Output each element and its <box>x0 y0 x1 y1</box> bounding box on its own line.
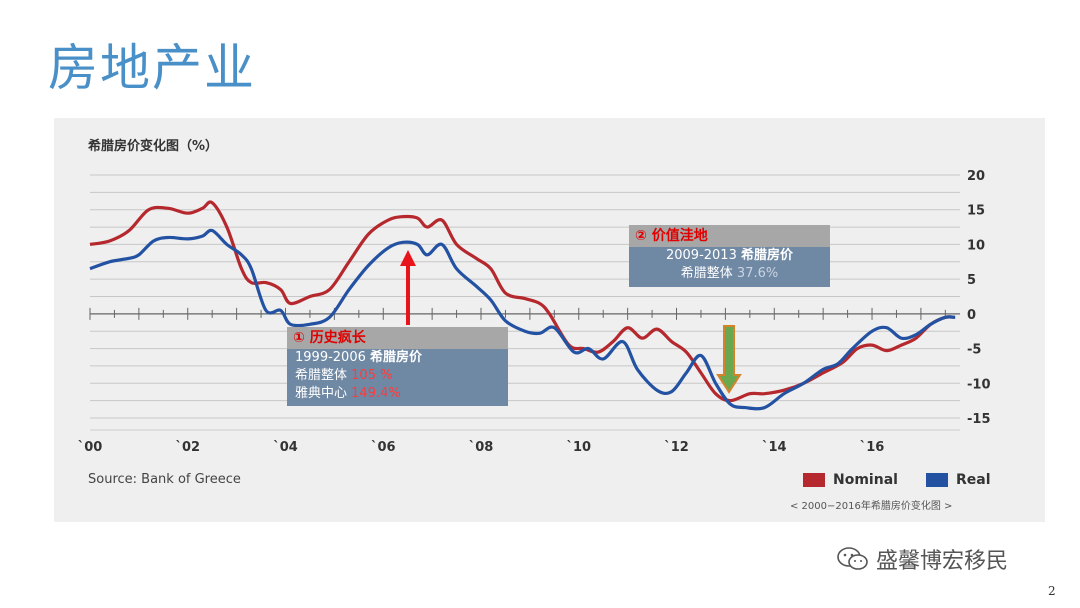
x-tick-label: `04 <box>273 440 298 455</box>
annotation-years: 2009-2013 <box>665 248 737 263</box>
annotation-row: 希腊整体 37.6% <box>629 265 830 283</box>
up-arrow-shaft <box>406 263 410 325</box>
x-tick-label: `12 <box>664 440 689 455</box>
legend-swatch-real <box>926 473 948 487</box>
annotation-title-text: 希腊房价 <box>370 350 423 365</box>
watermark: 盛馨博宏移民 <box>836 543 1008 575</box>
annotation-title-line: 2009-2013 希腊房价 <box>629 247 830 265</box>
x-tick-label: `00 <box>78 440 103 455</box>
down-arrow <box>716 325 742 394</box>
chart-panel <box>54 118 1045 522</box>
row-value: 37.6% <box>736 266 779 281</box>
x-tick-label: `10 <box>566 440 591 455</box>
x-tick-label: `16 <box>860 440 885 455</box>
row-value: 105 % <box>351 368 393 383</box>
wechat-icon <box>837 547 868 570</box>
legend-item-nominal: Nominal <box>803 472 898 488</box>
x-tick-label: `06 <box>371 440 396 455</box>
y-tick-label: -10 <box>967 377 991 392</box>
chart-title: 希腊房价变化图（%） <box>88 139 219 154</box>
y-tick-label: -5 <box>967 343 981 358</box>
annotation-value-depression: ② 价值洼地 2009-2013 希腊房价 希腊整体 37.6% <box>629 225 830 287</box>
annotation-history-surge: ① 历史疯长 1999-2006 希腊房价 希腊整体 105 % 雅典中心 14… <box>287 327 508 406</box>
annotation-row: 希腊整体 105 % <box>287 367 508 385</box>
y-tick-label: 5 <box>967 273 976 288</box>
y-tick-label: 15 <box>967 204 985 219</box>
watermark-text: 盛馨博宏移民 <box>876 549 1009 574</box>
y-tick-label: -15 <box>967 412 991 427</box>
x-axis: `00 `02 `04 `06 `08 `10 `12 `14 `16 <box>78 307 960 455</box>
series-lines <box>89 200 956 411</box>
legend-label: Nominal <box>833 472 898 488</box>
annotation-title-text: 希腊房价 <box>740 248 793 263</box>
up-arrow-head <box>400 250 416 266</box>
y-tick-label: 0 <box>967 308 976 323</box>
legend-item-real: Real <box>926 472 991 488</box>
x-tick-label: `14 <box>762 440 787 455</box>
annotation-years: 1999-2006 <box>295 350 366 365</box>
row-label: 希腊整体 <box>680 266 733 281</box>
annotation-title-line: 1999-2006 希腊房价 <box>287 349 508 367</box>
y-tick-label: 10 <box>967 238 985 253</box>
row-value: 149.4% <box>351 386 401 401</box>
annotation-row: 雅典中心 149.4% <box>287 385 508 403</box>
row-label: 雅典中心 <box>295 386 348 401</box>
page-number: 2 <box>1048 584 1056 598</box>
legend-label: Real <box>956 472 991 488</box>
legend-swatch-nominal <box>803 473 825 487</box>
series-line-nominal <box>89 200 956 403</box>
row-label: 希腊整体 <box>295 368 348 383</box>
chart-caption: < 2000−2016年希腊房价变化图 > <box>790 501 953 512</box>
x-tick-label: `02 <box>175 440 200 455</box>
arrows <box>400 250 742 394</box>
chart-source: Source: Bank of Greece <box>88 472 241 487</box>
slide-title: 房地产业 <box>48 39 256 97</box>
annotation-header: ② 价值洼地 <box>629 225 830 247</box>
series-line-real <box>89 228 956 411</box>
x-tick-label: `08 <box>469 440 494 455</box>
annotation-header: ① 历史疯长 <box>287 327 508 349</box>
y-axis-ticks: 20 15 10 5 0 -5 -10 -15 <box>967 169 991 427</box>
y-tick-label: 20 <box>967 169 985 184</box>
